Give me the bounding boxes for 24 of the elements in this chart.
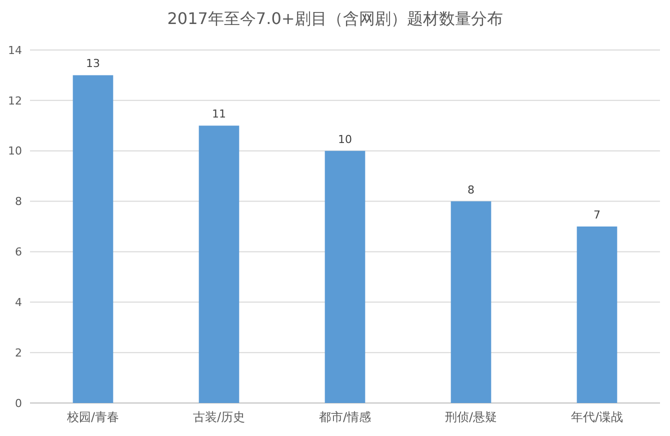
x-tick-label: 年代/谍战 [570, 410, 624, 424]
y-tick-label: 12 [8, 94, 22, 108]
data-label: 8 [468, 183, 474, 196]
x-tick-label: 古装/历史 [192, 410, 246, 424]
y-tick-label: 10 [8, 144, 22, 158]
data-label: 10 [338, 132, 352, 146]
data-label: 11 [212, 108, 226, 121]
y-tick-label: 2 [15, 346, 22, 360]
bar [324, 150, 366, 403]
x-tick-label: 刑侦/悬疑 [444, 410, 498, 424]
y-tick-label: 14 [8, 44, 22, 57]
y-tick-label: 4 [15, 296, 22, 309]
x-tick-label: 都市/情感 [318, 410, 372, 424]
bar [450, 201, 492, 403]
bar [576, 226, 618, 403]
y-tick-label: 0 [15, 396, 22, 410]
chart-title: 2017年至今7.0+剧目（含网剧）题材数量分布 [167, 9, 503, 28]
y-tick-label: 8 [15, 195, 22, 208]
data-label: 13 [86, 57, 100, 70]
y-tick-label: 6 [15, 246, 22, 259]
bar [72, 75, 114, 403]
x-tick-label: 校园/青春 [66, 410, 120, 424]
bar [198, 126, 240, 403]
data-label: 7 [594, 208, 600, 222]
